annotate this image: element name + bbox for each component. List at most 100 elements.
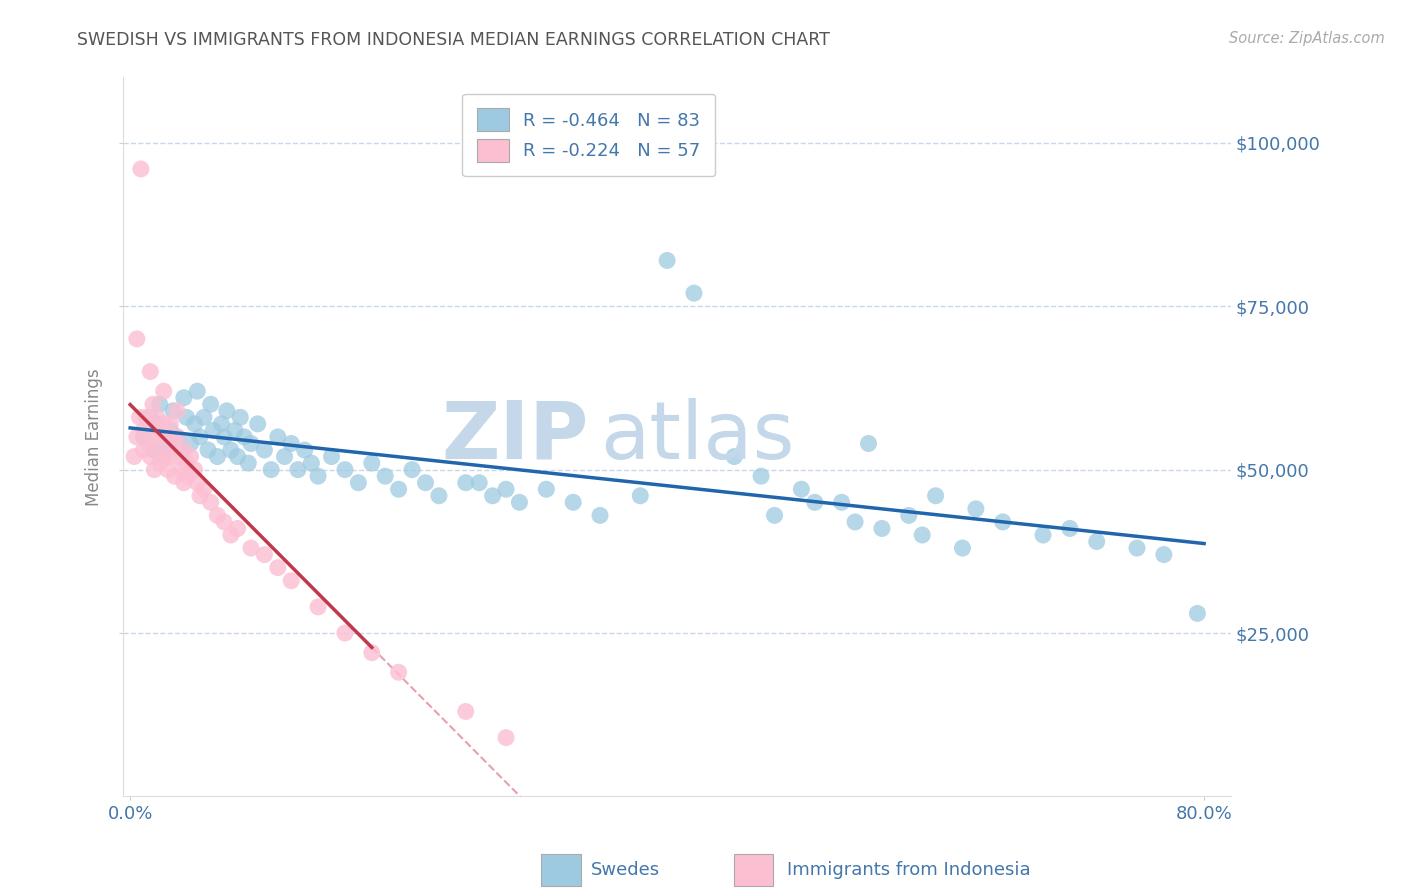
- Swedes: [589, 508, 612, 523]
- Swedes: [215, 404, 238, 418]
- Swedes: [294, 443, 316, 458]
- Immigrants from Indonesia: [454, 705, 477, 719]
- Swedes: [1085, 534, 1108, 549]
- Swedes: [170, 443, 193, 458]
- Immigrants from Indonesia: [139, 365, 162, 379]
- Immigrants from Indonesia: [307, 599, 329, 614]
- Immigrants from Indonesia: [183, 462, 205, 476]
- Immigrants from Indonesia: [280, 574, 302, 588]
- Immigrants from Indonesia: [207, 508, 229, 523]
- Swedes: [238, 456, 260, 470]
- Immigrants from Indonesia: [200, 495, 222, 509]
- Swedes: [655, 253, 678, 268]
- Immigrants from Indonesia: [163, 469, 186, 483]
- Immigrants from Indonesia: [212, 515, 235, 529]
- Swedes: [333, 462, 356, 476]
- Immigrants from Indonesia: [159, 450, 181, 464]
- Immigrants from Indonesia: [152, 417, 174, 431]
- Text: Source: ZipAtlas.com: Source: ZipAtlas.com: [1229, 31, 1385, 46]
- Immigrants from Indonesia: [176, 456, 198, 470]
- Swedes: [858, 436, 880, 450]
- Swedes: [132, 430, 155, 444]
- Swedes: [321, 450, 343, 464]
- Swedes: [536, 482, 558, 496]
- Swedes: [508, 495, 530, 509]
- Swedes: [360, 456, 382, 470]
- Immigrants from Indonesia: [226, 521, 249, 535]
- Immigrants from Indonesia: [146, 410, 169, 425]
- Immigrants from Indonesia: [360, 646, 382, 660]
- Swedes: [273, 450, 295, 464]
- Swedes: [176, 410, 198, 425]
- Immigrants from Indonesia: [143, 462, 166, 476]
- Immigrants from Indonesia: [333, 626, 356, 640]
- Immigrants from Indonesia: [267, 560, 290, 574]
- Swedes: [723, 450, 745, 464]
- Immigrants from Indonesia: [142, 397, 165, 411]
- Text: atlas: atlas: [600, 398, 794, 476]
- Swedes: [952, 541, 974, 555]
- Immigrants from Indonesia: [173, 475, 195, 490]
- Immigrants from Indonesia: [186, 475, 208, 490]
- Swedes: [468, 475, 491, 490]
- Immigrants from Indonesia: [149, 424, 172, 438]
- Swedes: [159, 424, 181, 438]
- Immigrants from Indonesia: [136, 436, 159, 450]
- Immigrants from Indonesia: [143, 430, 166, 444]
- Swedes: [790, 482, 813, 496]
- Swedes: [804, 495, 827, 509]
- Swedes: [193, 410, 215, 425]
- Swedes: [763, 508, 786, 523]
- Immigrants from Indonesia: [159, 417, 181, 431]
- Swedes: [149, 397, 172, 411]
- Swedes: [415, 475, 437, 490]
- Swedes: [173, 391, 195, 405]
- Swedes: [207, 450, 229, 464]
- Swedes: [1059, 521, 1081, 535]
- Immigrants from Indonesia: [180, 450, 202, 464]
- Swedes: [240, 436, 263, 450]
- Swedes: [146, 417, 169, 431]
- Immigrants from Indonesia: [146, 443, 169, 458]
- Swedes: [897, 508, 920, 523]
- Swedes: [212, 430, 235, 444]
- Swedes: [219, 443, 242, 458]
- Text: ZIP: ZIP: [441, 398, 589, 476]
- Swedes: [224, 424, 246, 438]
- Swedes: [143, 443, 166, 458]
- Swedes: [197, 443, 219, 458]
- Immigrants from Indonesia: [388, 665, 411, 680]
- Swedes: [287, 462, 309, 476]
- Swedes: [253, 443, 276, 458]
- Swedes: [188, 430, 211, 444]
- Immigrants from Indonesia: [150, 430, 173, 444]
- Y-axis label: Median Earnings: Median Earnings: [86, 368, 103, 506]
- Immigrants from Indonesia: [240, 541, 263, 555]
- Swedes: [562, 495, 585, 509]
- Swedes: [152, 450, 174, 464]
- Swedes: [911, 528, 934, 542]
- Swedes: [683, 286, 706, 301]
- Immigrants from Indonesia: [173, 443, 195, 458]
- Immigrants from Indonesia: [128, 410, 150, 425]
- Swedes: [347, 475, 370, 490]
- Immigrants from Indonesia: [139, 450, 162, 464]
- Immigrants from Indonesia: [156, 462, 179, 476]
- Swedes: [1187, 607, 1209, 621]
- Swedes: [628, 489, 651, 503]
- Swedes: [870, 521, 893, 535]
- Swedes: [307, 469, 329, 483]
- Swedes: [749, 469, 772, 483]
- Immigrants from Indonesia: [152, 384, 174, 399]
- Swedes: [260, 462, 283, 476]
- Immigrants from Indonesia: [219, 528, 242, 542]
- Immigrants from Indonesia: [135, 410, 157, 425]
- Swedes: [401, 462, 423, 476]
- Swedes: [233, 430, 256, 444]
- Immigrants from Indonesia: [132, 424, 155, 438]
- Text: Swedes: Swedes: [591, 861, 659, 879]
- Swedes: [831, 495, 853, 509]
- Swedes: [209, 417, 232, 431]
- Immigrants from Indonesia: [122, 450, 145, 464]
- Swedes: [388, 482, 411, 496]
